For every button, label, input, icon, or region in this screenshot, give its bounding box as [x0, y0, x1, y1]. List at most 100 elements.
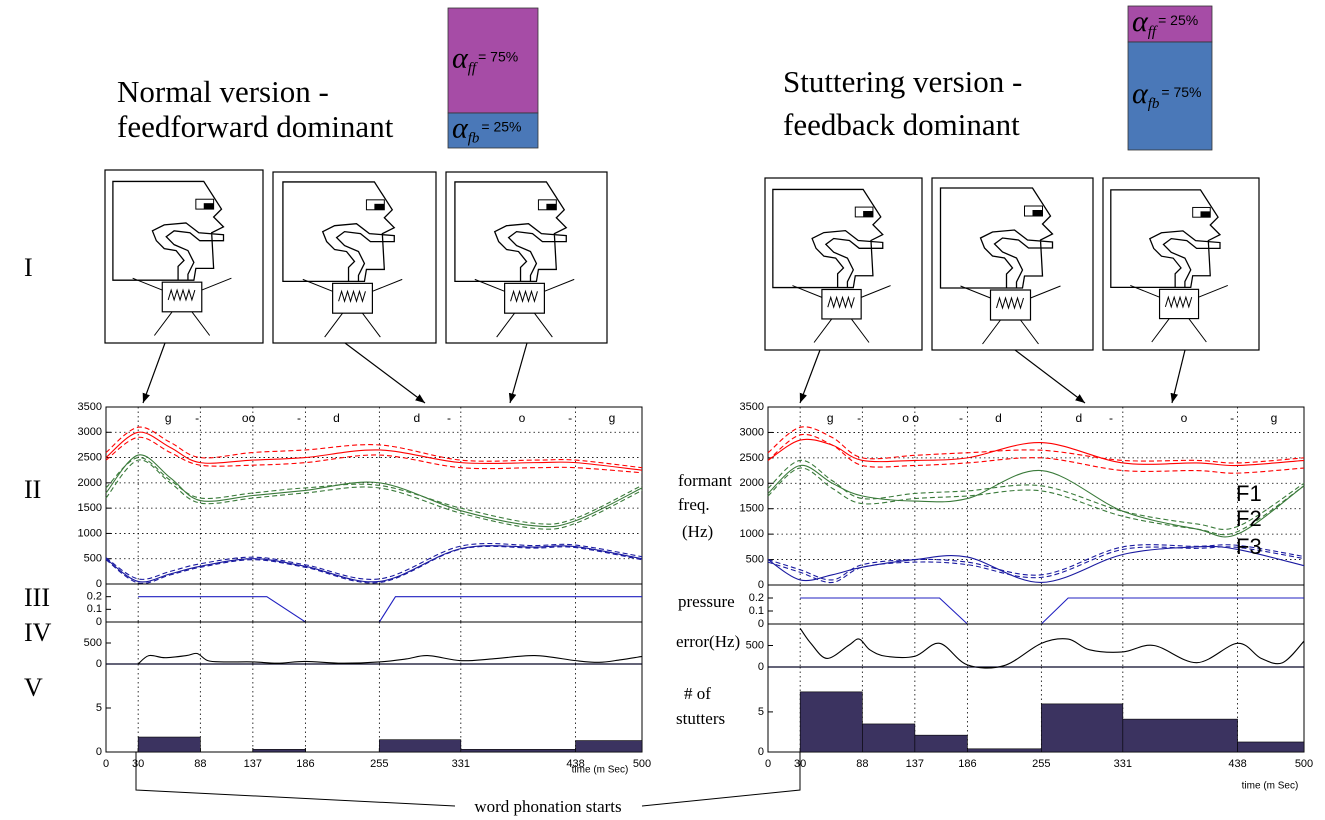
segment-label: - [857, 411, 861, 425]
alpha-box [447, 7, 539, 114]
panel-title: feedforward dominant [117, 109, 394, 144]
x-tick-label: 186 [958, 758, 976, 770]
y-tick-label: 0 [96, 658, 102, 670]
diagram-frame [445, 171, 608, 344]
y-tick-label: 0.2 [749, 592, 764, 604]
arrow [344, 342, 426, 404]
alpha-subscript: ff [468, 61, 478, 77]
y-tick-label: 3000 [78, 426, 102, 438]
segment-label: g [827, 411, 834, 425]
x-tick-label: 500 [1295, 758, 1313, 770]
alpha-subscript: fb [1148, 96, 1160, 112]
segment-label: - [297, 411, 301, 425]
alpha-symbol: α [452, 41, 469, 74]
alpha-value: = 75% [478, 48, 518, 64]
series-line [767, 545, 1305, 584]
row-label: I [24, 253, 33, 282]
y-tick-label: 2000 [740, 477, 764, 489]
segment-label: o [519, 411, 526, 425]
y-tick-label: 0 [96, 746, 102, 758]
plot-frame [105, 621, 643, 665]
series-line [105, 457, 643, 525]
bar [1122, 718, 1238, 753]
segment-label: d [414, 411, 421, 425]
segment-label: d [333, 411, 340, 425]
diagram-frame [764, 177, 923, 351]
arrow [142, 342, 166, 404]
alpha-label: αff= 25% [1132, 5, 1198, 41]
segment-label: o [1181, 411, 1188, 425]
pointer-line [641, 752, 801, 807]
y-tick-label: 0 [758, 661, 764, 673]
x-tick-label: 88 [194, 758, 206, 770]
x-tick-label: 88 [856, 758, 868, 770]
row-label: III [24, 583, 50, 612]
y-tick-label: 0 [758, 746, 764, 758]
alpha-value: = 75% [1161, 84, 1201, 100]
plot-frame [105, 583, 643, 623]
segment-label: d [995, 411, 1002, 425]
y-tick-label: 0.2 [87, 591, 102, 603]
side-label: (Hz) [682, 522, 713, 541]
row-label: V [24, 673, 43, 702]
series-line [105, 426, 643, 469]
x-tick-label: 500 [633, 758, 651, 770]
series-line [767, 426, 1305, 464]
segment-label: g [1271, 411, 1278, 425]
y-tick-label: 3500 [78, 401, 102, 413]
side-label: freq. [678, 495, 710, 514]
y-tick-label: 0 [96, 616, 102, 628]
y-tick-label: 500 [746, 553, 764, 565]
pointer-line [135, 752, 456, 807]
y-tick-label: 1000 [740, 528, 764, 540]
diagram-frame [272, 171, 437, 344]
segment-label: g [609, 411, 616, 425]
y-tick-label: 0.1 [87, 603, 102, 615]
alpha-value: = 25% [481, 118, 521, 134]
side-label: # of [684, 684, 711, 703]
alpha-label: αff= 75% [452, 41, 518, 77]
alpha-box [447, 112, 539, 149]
bar [137, 736, 201, 753]
y-tick-label: 3000 [740, 426, 764, 438]
x-tick-label: 30 [132, 758, 144, 770]
segment-label: - [447, 411, 451, 425]
alpha-symbol: α [1132, 77, 1149, 110]
side-label: pressure [678, 592, 735, 611]
diagram-frame [104, 169, 264, 344]
y-tick-label: 0 [96, 578, 102, 590]
footer-label: word phonation starts [474, 797, 621, 816]
y-tick-label: 2500 [78, 451, 102, 463]
curve-label: F2 [1236, 506, 1262, 531]
bar [575, 740, 643, 753]
segment-label: - [1230, 411, 1234, 425]
bar [914, 734, 968, 753]
arrow [508, 342, 528, 404]
y-tick-label: 0.1 [749, 605, 764, 617]
bar [460, 749, 576, 753]
bar [379, 739, 462, 753]
series-line [799, 627, 1305, 669]
segment-label: g [165, 411, 172, 425]
alpha-label: αfb= 25% [452, 111, 522, 147]
y-tick-label: 500 [84, 553, 102, 565]
bar [1237, 741, 1305, 753]
series-line [767, 433, 1305, 474]
arrow [799, 349, 821, 404]
diagram-frame [931, 177, 1094, 351]
y-tick-label: 1500 [740, 503, 764, 515]
y-tick-label: 500 [746, 639, 764, 651]
bar [252, 749, 306, 753]
series-line [105, 454, 643, 528]
bar [1041, 703, 1124, 753]
panel-title: Normal version - [117, 74, 329, 109]
row-label: II [24, 475, 41, 504]
alpha-value: = 25% [1158, 12, 1198, 28]
segment-label: oo [242, 411, 256, 425]
x-tick-label: 0 [103, 758, 109, 770]
alpha-subscript: fb [468, 131, 480, 147]
x-tick-label: 186 [296, 758, 314, 770]
series-line [800, 597, 1304, 625]
series-line [105, 545, 643, 583]
segment-label: - [1109, 411, 1113, 425]
